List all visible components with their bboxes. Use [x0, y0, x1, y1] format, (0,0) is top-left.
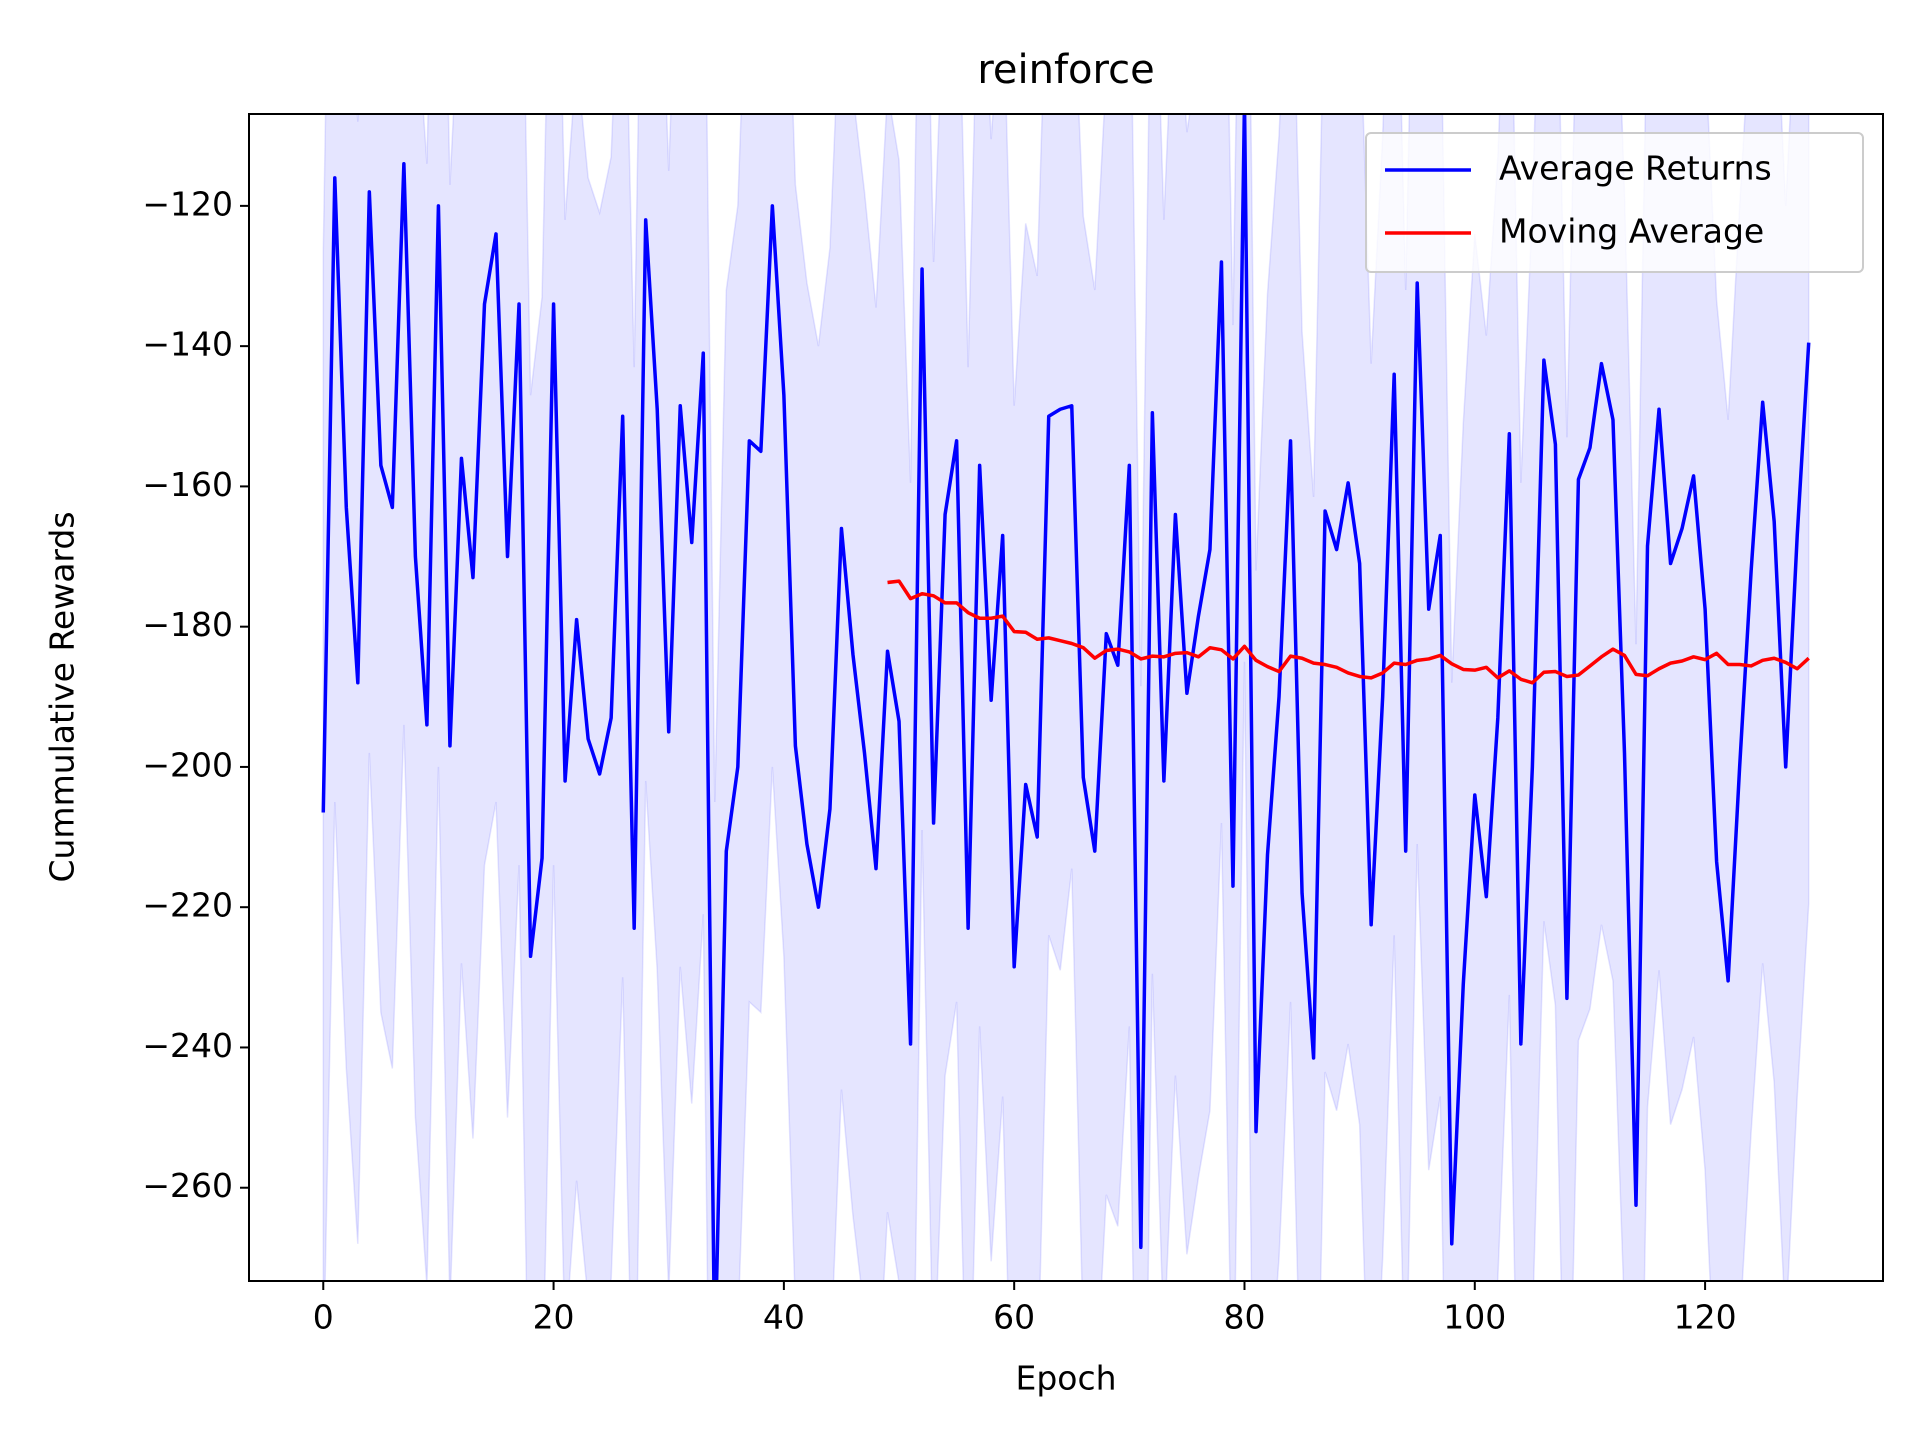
chart-title: reinforce — [977, 47, 1154, 93]
x-tick-label: 100 — [1443, 1298, 1506, 1337]
x-tick-label: 0 — [313, 1298, 334, 1337]
x-tick-label: 120 — [1674, 1298, 1737, 1337]
axes-frame — [248, 113, 1884, 1282]
x-tick-label: 60 — [993, 1298, 1035, 1337]
std-band — [322, 114, 1810, 1281]
x-tick-label: 20 — [533, 1298, 575, 1337]
y-tick-label: −260 — [142, 1166, 233, 1205]
y-tick-label: −220 — [142, 886, 233, 925]
y-tick-label: −120 — [142, 184, 233, 223]
series-line — [321, 114, 1811, 1281]
legend-box — [1365, 132, 1864, 273]
x-axis-label: Epoch — [1015, 1359, 1116, 1398]
y-tick-label: −180 — [142, 605, 233, 644]
x-tick-label: 40 — [763, 1298, 805, 1337]
y-tick-label: −240 — [142, 1026, 233, 1065]
y-tick-label: −140 — [142, 325, 233, 364]
series-line — [887, 579, 1810, 685]
plot-area — [321, 114, 1811, 1281]
legend-label: Average Returns — [1499, 149, 1772, 188]
y-axis-label: Cummulative Rewards — [43, 511, 82, 882]
y-tick-label: −160 — [142, 465, 233, 504]
x-tick-label: 80 — [1223, 1298, 1265, 1337]
y-tick-label: −200 — [142, 745, 233, 784]
legend-label: Moving Average — [1499, 212, 1764, 251]
